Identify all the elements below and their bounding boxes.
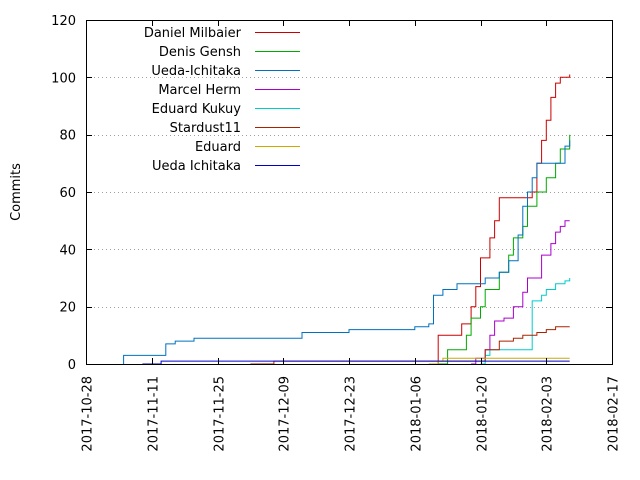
x-tick-label: 2017-11-25 — [213, 376, 228, 452]
series-line-ueda-ichitaka — [123, 140, 571, 364]
x-tick-label: 2017-11-11 — [147, 376, 162, 452]
y-tick-label: 100 — [51, 71, 76, 86]
x-tick-label: 2017-10-28 — [81, 376, 96, 452]
axes: 0 20 40 60 80 100 120 2017-10-28 2017-11-11 2017-… — [51, 14, 621, 452]
series-line-daniel-milbaier — [437, 74, 571, 364]
y-tick-label: 80 — [59, 129, 76, 144]
legend-label: Eduard — [195, 140, 241, 155]
legend-label: Daniel Milbaier — [144, 26, 242, 41]
legend-label: Ueda Ichitaka — [152, 159, 241, 174]
legend-label: Eduard Kukuy — [152, 102, 242, 117]
y-tick-label: 120 — [51, 14, 76, 29]
legend: Daniel Milbaier Denis Gensh Ueda-Ichitaka M… — [144, 26, 300, 174]
x-tick-label: 2018-01-20 — [476, 376, 491, 452]
legend-label: Marcel Herm — [158, 83, 241, 98]
series-line-denis-gensh — [438, 134, 571, 365]
x-tick-label: 2017-12-23 — [344, 376, 359, 452]
x-tick-label: 2018-02-03 — [541, 376, 556, 452]
y-tick-label: 0 — [68, 358, 76, 373]
series-line-ueda-ichitaka — [142, 360, 570, 365]
y-tick-label: 40 — [59, 243, 76, 258]
series-lines — [123, 74, 571, 365]
legend-label: Stardust11 — [170, 121, 241, 136]
x-tick-label: 2018-02-17 — [607, 376, 622, 452]
legend-label: Ueda-Ichitaka — [151, 64, 241, 79]
y-tick-label: 60 — [59, 186, 76, 201]
series-line-marcel-herm — [471, 220, 570, 365]
legend-label: Denis Gensh — [159, 45, 241, 60]
y-axis-title: Commits — [9, 163, 24, 221]
series-line-eduard-kukuy — [480, 278, 571, 365]
x-tick-label: 2018-01-06 — [410, 376, 425, 452]
y-tick-label: 20 — [59, 301, 76, 316]
x-tick-label: 2017-12-09 — [278, 376, 293, 452]
